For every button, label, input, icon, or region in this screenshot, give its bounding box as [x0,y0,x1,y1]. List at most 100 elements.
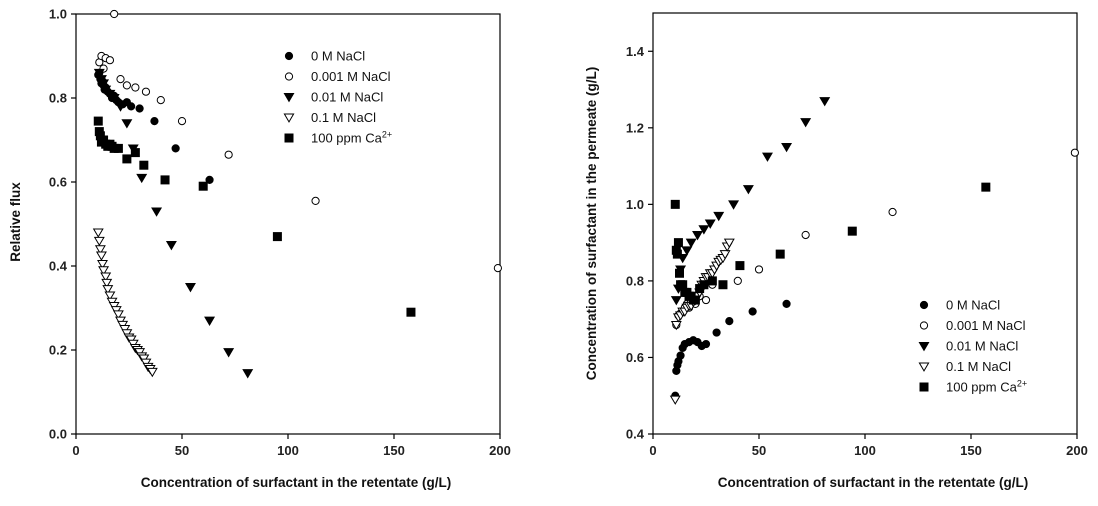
data-point [704,219,716,229]
data-point [692,231,703,241]
data-point [205,175,214,184]
data-point [135,104,144,113]
data-point [165,241,177,251]
legend-marker [283,113,295,123]
data-point [801,230,810,240]
data-point [98,266,110,276]
data-point [171,144,180,153]
data-point [713,211,725,222]
legend-marker [284,51,294,61]
legend-label: 0 M NaCl [946,298,1000,313]
x-tick-label: 200 [489,443,511,458]
data-point [108,94,120,104]
data-point [676,351,685,360]
y-tick-label: 1.2 [626,120,644,135]
y-tick-label: 0.0 [49,427,67,442]
data-point [707,276,717,286]
y-tick-label: 0.2 [49,343,67,358]
x-tick-label: 100 [854,443,876,458]
plot-frame [652,12,1078,435]
data-point [115,102,126,112]
data-point [754,265,764,274]
data-point [139,160,149,170]
data-point [95,251,107,261]
data-point [670,320,682,331]
x-tick-label: 200 [1066,443,1088,458]
data-point [406,307,416,317]
data-point [130,148,140,158]
data-point [102,285,114,295]
data-point [672,249,682,259]
data-point [670,296,682,306]
data-point [725,316,734,326]
data-point [94,245,106,255]
y-tick-label: 0.8 [626,273,644,288]
x-tick-label: 100 [277,443,299,458]
y-tick-label: 0.6 [626,350,644,365]
y-tick-label: 0.4 [49,259,68,274]
data-point [673,238,683,248]
legend-label: 0.01 M NaCl [311,90,383,105]
y-tick-label: 0.8 [49,91,67,106]
data-point [690,295,700,305]
data-point [122,154,132,164]
y-axis-label: Relative flux [8,182,23,262]
data-point [733,276,742,286]
legend-label: 100 ppm Ca2+ [311,130,392,146]
data-point [699,280,709,290]
data-point [131,83,140,92]
data-point [136,173,148,184]
series-4 [93,116,416,317]
x-tick-label: 0 [649,443,656,458]
data-point [675,268,684,278]
series-3 [669,238,735,405]
series-2 [670,97,831,306]
y-tick-label: 0.4 [626,427,645,442]
data-point [888,207,897,217]
legend-marker [919,300,929,310]
data-point [156,96,165,105]
legend-marker [918,362,930,372]
data-point [735,261,745,271]
data-point [185,283,196,293]
legend-marker [919,321,929,330]
y-tick-label: 0.6 [49,175,67,190]
data-point [150,117,159,126]
data-point [669,395,681,405]
data-point [204,316,216,326]
data-point [223,348,235,358]
data-point [723,238,735,248]
data-point [101,278,113,289]
data-point [728,200,740,210]
data-point [718,280,728,290]
y-tick-label: 1.0 [626,197,644,212]
x-axis-label: Concentration of surfactant in the reten… [141,475,452,490]
x-tick-label: 0 [72,443,79,458]
series-2 [93,68,254,379]
data-point [113,143,123,153]
data-point [92,228,104,238]
legend-marker [919,382,929,392]
data-point [177,117,187,126]
x-tick-label: 150 [960,443,982,458]
series-1 [95,9,502,273]
data-point [781,143,793,153]
data-point [105,56,115,65]
x-axis-label: Concentration of surfactant in the reten… [718,475,1029,490]
data-point [701,339,711,349]
data-point [698,225,710,235]
series-3 [92,228,158,378]
data-point [819,97,831,107]
data-point [104,291,116,301]
legend-label: 0.001 M NaCl [946,318,1026,333]
data-point [98,79,110,89]
permeate-concentration-chart: 0 50 100 150 200 0.4 0.6 0.8 1.0 1.2 1.4 Concentrat… [584,12,1088,490]
data-point [110,9,119,19]
data-point [93,116,103,126]
x-tick-label: 50 [752,443,766,458]
data-point [121,119,133,129]
y-axis-label: Concentration of surfactant in the perme… [584,67,599,381]
series-4 [670,182,991,305]
data-point [762,152,773,162]
data-point [97,259,108,270]
